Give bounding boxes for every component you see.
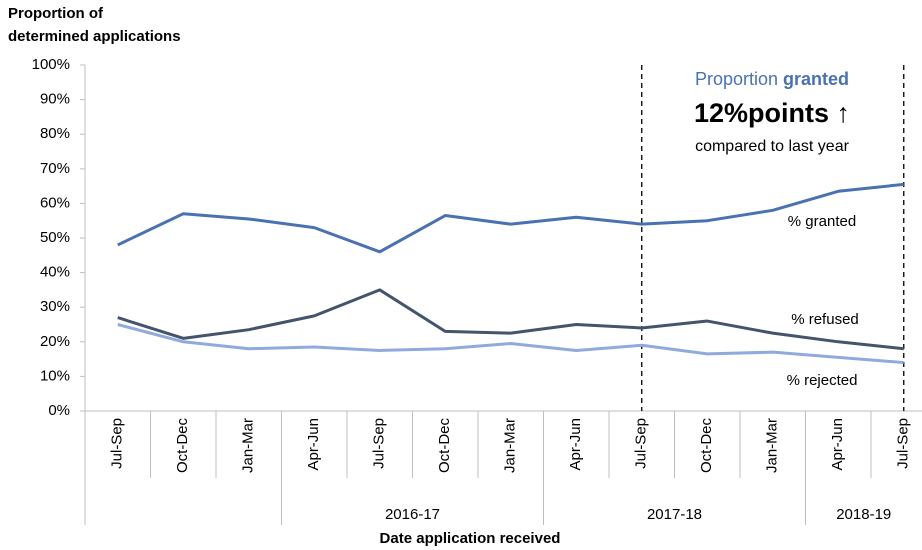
y-tick-label: 50% — [40, 229, 70, 246]
y-axis-title: determined applications — [8, 28, 181, 45]
annotation-text: compared to last year — [695, 138, 850, 155]
series-line — [117, 182, 904, 254]
series-line — [117, 323, 904, 365]
group-label: 2016-17 — [385, 506, 440, 523]
y-tick-label: 60% — [40, 194, 70, 211]
x-tick-label: Apr-Jun — [305, 418, 322, 471]
x-axis-title: Date application received — [380, 530, 561, 547]
x-tick-label: Apr-Jun — [567, 418, 584, 471]
x-tick-label: Jan-Mar — [240, 418, 257, 473]
series-line — [117, 288, 904, 351]
annotation-text: 12%points ↑ — [694, 98, 850, 128]
x-tick-label: Jul-Sep — [895, 418, 912, 469]
y-tick-label: 0% — [48, 402, 70, 419]
x-tick-label: Jan-Mar — [502, 418, 519, 473]
y-tick-label: 40% — [40, 264, 70, 281]
y-tick-label: 70% — [40, 160, 70, 177]
y-tick-label: 10% — [40, 367, 70, 384]
y-tick-label: 80% — [40, 125, 70, 142]
x-tick-label: Jan-Mar — [764, 418, 781, 473]
group-label: 2017-18 — [647, 506, 702, 523]
y-tick-label: 90% — [40, 91, 70, 108]
series-label: % granted — [788, 213, 856, 230]
annotation: Proportion granted — [695, 69, 849, 89]
y-axis-title: Proportion of — [8, 5, 104, 22]
x-tick-label: Oct-Dec — [436, 418, 453, 474]
series-label: % refused — [791, 311, 859, 328]
x-tick-label: Apr-Jun — [829, 418, 846, 471]
x-tick-label: Oct-Dec — [698, 418, 715, 474]
series-label: % rejected — [787, 372, 858, 389]
y-tick-label: 20% — [40, 333, 70, 350]
x-tick-label: Jul-Sep — [109, 418, 126, 469]
y-tick-label: 100% — [32, 56, 70, 73]
annotation-text: Proportion — [695, 69, 783, 89]
group-label: 2018-19 — [836, 506, 891, 523]
annotation-text: granted — [783, 69, 849, 89]
x-tick-label: Jul-Sep — [371, 418, 388, 469]
x-tick-label: Oct-Dec — [174, 418, 191, 474]
y-tick-label: 30% — [40, 298, 70, 315]
x-tick-label: Jul-Sep — [633, 418, 650, 469]
